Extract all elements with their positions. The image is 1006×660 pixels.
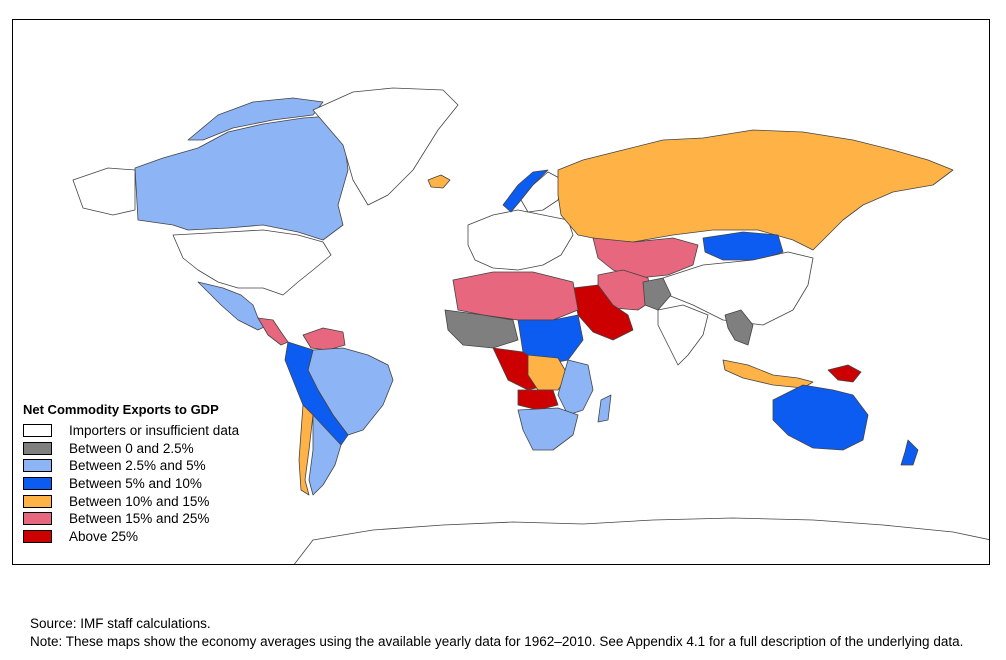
region-australia [772, 384, 869, 451]
region-andes [284, 341, 349, 446]
region-indonesia [722, 359, 814, 389]
legend-swatch [23, 494, 52, 508]
region-venezuela [302, 327, 346, 351]
legend-label: Between 2.5% and 5% [69, 458, 206, 474]
region-kazakhstan [592, 237, 699, 279]
region-russia [557, 129, 954, 251]
legend-item: Importers or insufficient data [23, 422, 239, 440]
region-mexico [197, 281, 269, 331]
legend-swatch [23, 477, 52, 491]
region-southern-africa [517, 407, 579, 451]
region-pakistan [642, 277, 672, 311]
map-legend: Net Commodity Exports to GDP Importers o… [23, 402, 239, 545]
region-norway [502, 169, 549, 213]
legend-label: Between 15% and 25% [69, 511, 210, 527]
note-text: Note: These maps show the economy averag… [30, 634, 964, 649]
region-argentina [308, 414, 342, 496]
region-europe [467, 209, 574, 271]
region-new-zealand [900, 439, 919, 466]
legend-label: Above 25% [69, 528, 139, 544]
legend-title: Net Commodity Exports to GDP [23, 402, 219, 417]
source-text: Source: IMF staff calculations. [30, 616, 211, 631]
region-usa [172, 229, 332, 296]
legend-item: Between 2.5% and 5% [23, 457, 239, 475]
legend-swatch [23, 424, 52, 438]
region-se-asia [724, 309, 754, 346]
map-frame: Net Commodity Exports to GDP Importers o… [12, 19, 990, 565]
region-china [662, 251, 814, 326]
legend-swatch [23, 441, 52, 455]
region-angola [517, 389, 559, 411]
legend-label: Between 10% and 15% [69, 493, 210, 509]
region-greenland [312, 87, 459, 206]
legend-item: Between 10% and 15% [23, 492, 239, 510]
region-india [657, 304, 709, 366]
legend-item: Between 15% and 25% [23, 510, 239, 528]
legend-item: Between 5% and 10% [23, 475, 239, 493]
legend-label: Importers or insufficient data [69, 423, 240, 439]
region-west-africa [444, 309, 519, 349]
legend-swatch [23, 512, 52, 526]
region-north-africa [452, 271, 579, 321]
region-antarctica [294, 517, 989, 564]
legend-swatch [23, 459, 52, 473]
legend-label: Between 5% and 10% [69, 476, 202, 492]
region-congo [527, 354, 569, 391]
legend-item: Between 0 and 2.5% [23, 440, 239, 458]
legend-label: Between 0 and 2.5% [69, 440, 194, 456]
region-arabia [572, 284, 634, 341]
world-map [72, 87, 989, 564]
legend-swatch [23, 529, 52, 543]
region-alaska [72, 167, 136, 216]
region-papua [827, 364, 862, 383]
region-madagascar [597, 394, 612, 423]
region-chile [298, 404, 314, 496]
legend-item: Above 25% [23, 528, 239, 546]
region-canada [134, 115, 349, 241]
region-iceland [427, 174, 451, 189]
region-east-africa [557, 359, 594, 416]
region-central-america [257, 317, 289, 346]
